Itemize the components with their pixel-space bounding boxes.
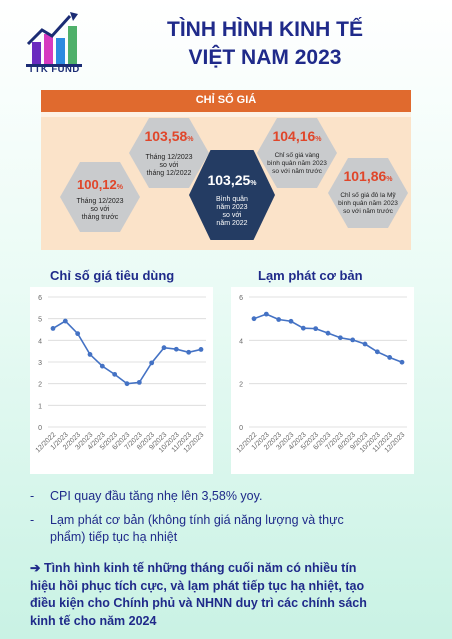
price-hex-5: 101,86% Chỉ số giá đô la Mỹ bình quân năm… [328, 158, 408, 228]
y-tick-label: 6 [38, 295, 42, 302]
title-line-1: TÌNH HÌNH KINH TẾ [167, 18, 363, 41]
core-inflation-chart-card: 0 2 4 6 12/2022 1/2023 2/2023 3/2023 4/2023 5/202… [231, 287, 414, 474]
y-tick-label: 6 [239, 295, 243, 302]
data-point [149, 360, 155, 366]
chart-title-core-inflation: Lạm phát cơ bản [258, 268, 363, 283]
price-hex-4: 104,16% Chỉ số giá vàng bình quân năm 202… [257, 118, 337, 188]
price-caption: Bình quân năm 2023 so với năm 2022 [216, 196, 248, 227]
price-caption: Chỉ số giá đô la Mỹ bình quân năm 2023 so … [338, 192, 398, 215]
series-line [52, 320, 202, 385]
bullet-dash: - [30, 489, 35, 503]
y-tick-label: 3 [38, 360, 42, 367]
data-point [399, 359, 405, 365]
data-point [161, 345, 167, 351]
bullet-dash: - [30, 513, 35, 527]
price-value: 100,12% [77, 177, 123, 192]
data-point [325, 330, 331, 336]
data-point [276, 317, 282, 322]
bar-chart-arrow-icon [26, 12, 82, 67]
bullet-cpi: - CPI quay đầu tăng nhẹ lên 3,58% yoy. [30, 488, 420, 506]
data-point [136, 379, 142, 385]
y-tick-label: 1 [38, 403, 42, 410]
price-index-panel: CHỈ SỐ GIÁ 100,12% Tháng 12/2023 so với th… [41, 90, 411, 250]
data-point [350, 337, 356, 343]
y-tick-label: 0 [239, 425, 243, 432]
conclusion-text: ➔ Tình hình kinh tế những tháng cuối năm… [30, 561, 367, 628]
price-caption: Chỉ số giá vàng bình quân năm 2023 so với … [267, 152, 327, 175]
logo-text: TTK FUND [28, 64, 80, 75]
chart-title-cpi: Chỉ số giá tiêu dùng [50, 268, 175, 283]
bullet-core-inflation: - Lạm phát cơ bản (không tính giá năng l… [30, 512, 420, 548]
price-value: 103,58% [144, 128, 194, 144]
data-point [362, 341, 368, 347]
data-point [124, 381, 130, 387]
y-tick-label: 2 [239, 382, 243, 389]
data-point [337, 335, 343, 341]
bullet-text: CPI quay đầu tăng nhẹ lên 3,58% yoy. [50, 489, 263, 503]
bullet-text: Lạm phát cơ bản (không tính giá năng lượ… [50, 513, 344, 544]
cpi-chart-card: 0 1 2 3 4 5 6 12/2022 1/2023 2/2023 3/2023 4/2023 5/… [30, 287, 213, 474]
data-point [87, 352, 93, 357]
y-tick-label: 4 [38, 338, 42, 345]
data-point [387, 355, 393, 360]
y-tick-label: 5 [38, 317, 42, 324]
series-line [253, 313, 403, 363]
panel-header: CHỈ SỐ GIÁ [41, 90, 411, 112]
y-tick-label: 0 [38, 425, 42, 432]
price-hex-2: 103,58% Tháng 12/2023 so với tháng 12/2022 [129, 118, 209, 188]
data-point [313, 326, 319, 332]
price-hex-1: 100,12% Tháng 12/2023 so với tháng trước [60, 162, 140, 232]
price-caption: Tháng 12/2023 so với tháng trước [76, 198, 124, 221]
price-caption: Tháng 12/2023 so với tháng 12/2022 [145, 154, 193, 177]
data-point [374, 349, 380, 355]
panel-header-text: CHỈ SỐ GIÁ [195, 94, 257, 106]
data-point [288, 318, 294, 324]
data-point [62, 318, 68, 324]
y-tick-label: 4 [239, 338, 243, 345]
price-value: 101,86% [343, 168, 393, 184]
y-tick-label: 2 [38, 382, 42, 389]
data-point [50, 326, 56, 331]
data-point [99, 363, 105, 369]
title-line-2: VIỆT NAM 2023 [188, 46, 342, 69]
panel-divider [41, 112, 411, 117]
data-point [198, 347, 204, 352]
price-value: 104,16% [272, 128, 322, 144]
data-point [300, 325, 306, 331]
data-point [173, 346, 179, 352]
data-point [75, 331, 81, 337]
cpi-line-chart: 012345612/20221/20232/20233/20234/20235/… [35, 295, 206, 454]
data-point [263, 311, 269, 317]
page-title: TÌNH HÌNH KINH TẾ VIỆT NAM 2023 [130, 16, 400, 72]
data-point [112, 371, 118, 377]
data-point [251, 316, 257, 322]
price-value: 103,25% [207, 172, 257, 188]
core-inflation-line-chart: 024612/20221/20232/20233/20234/20235/202… [236, 295, 407, 454]
data-point [186, 349, 192, 355]
